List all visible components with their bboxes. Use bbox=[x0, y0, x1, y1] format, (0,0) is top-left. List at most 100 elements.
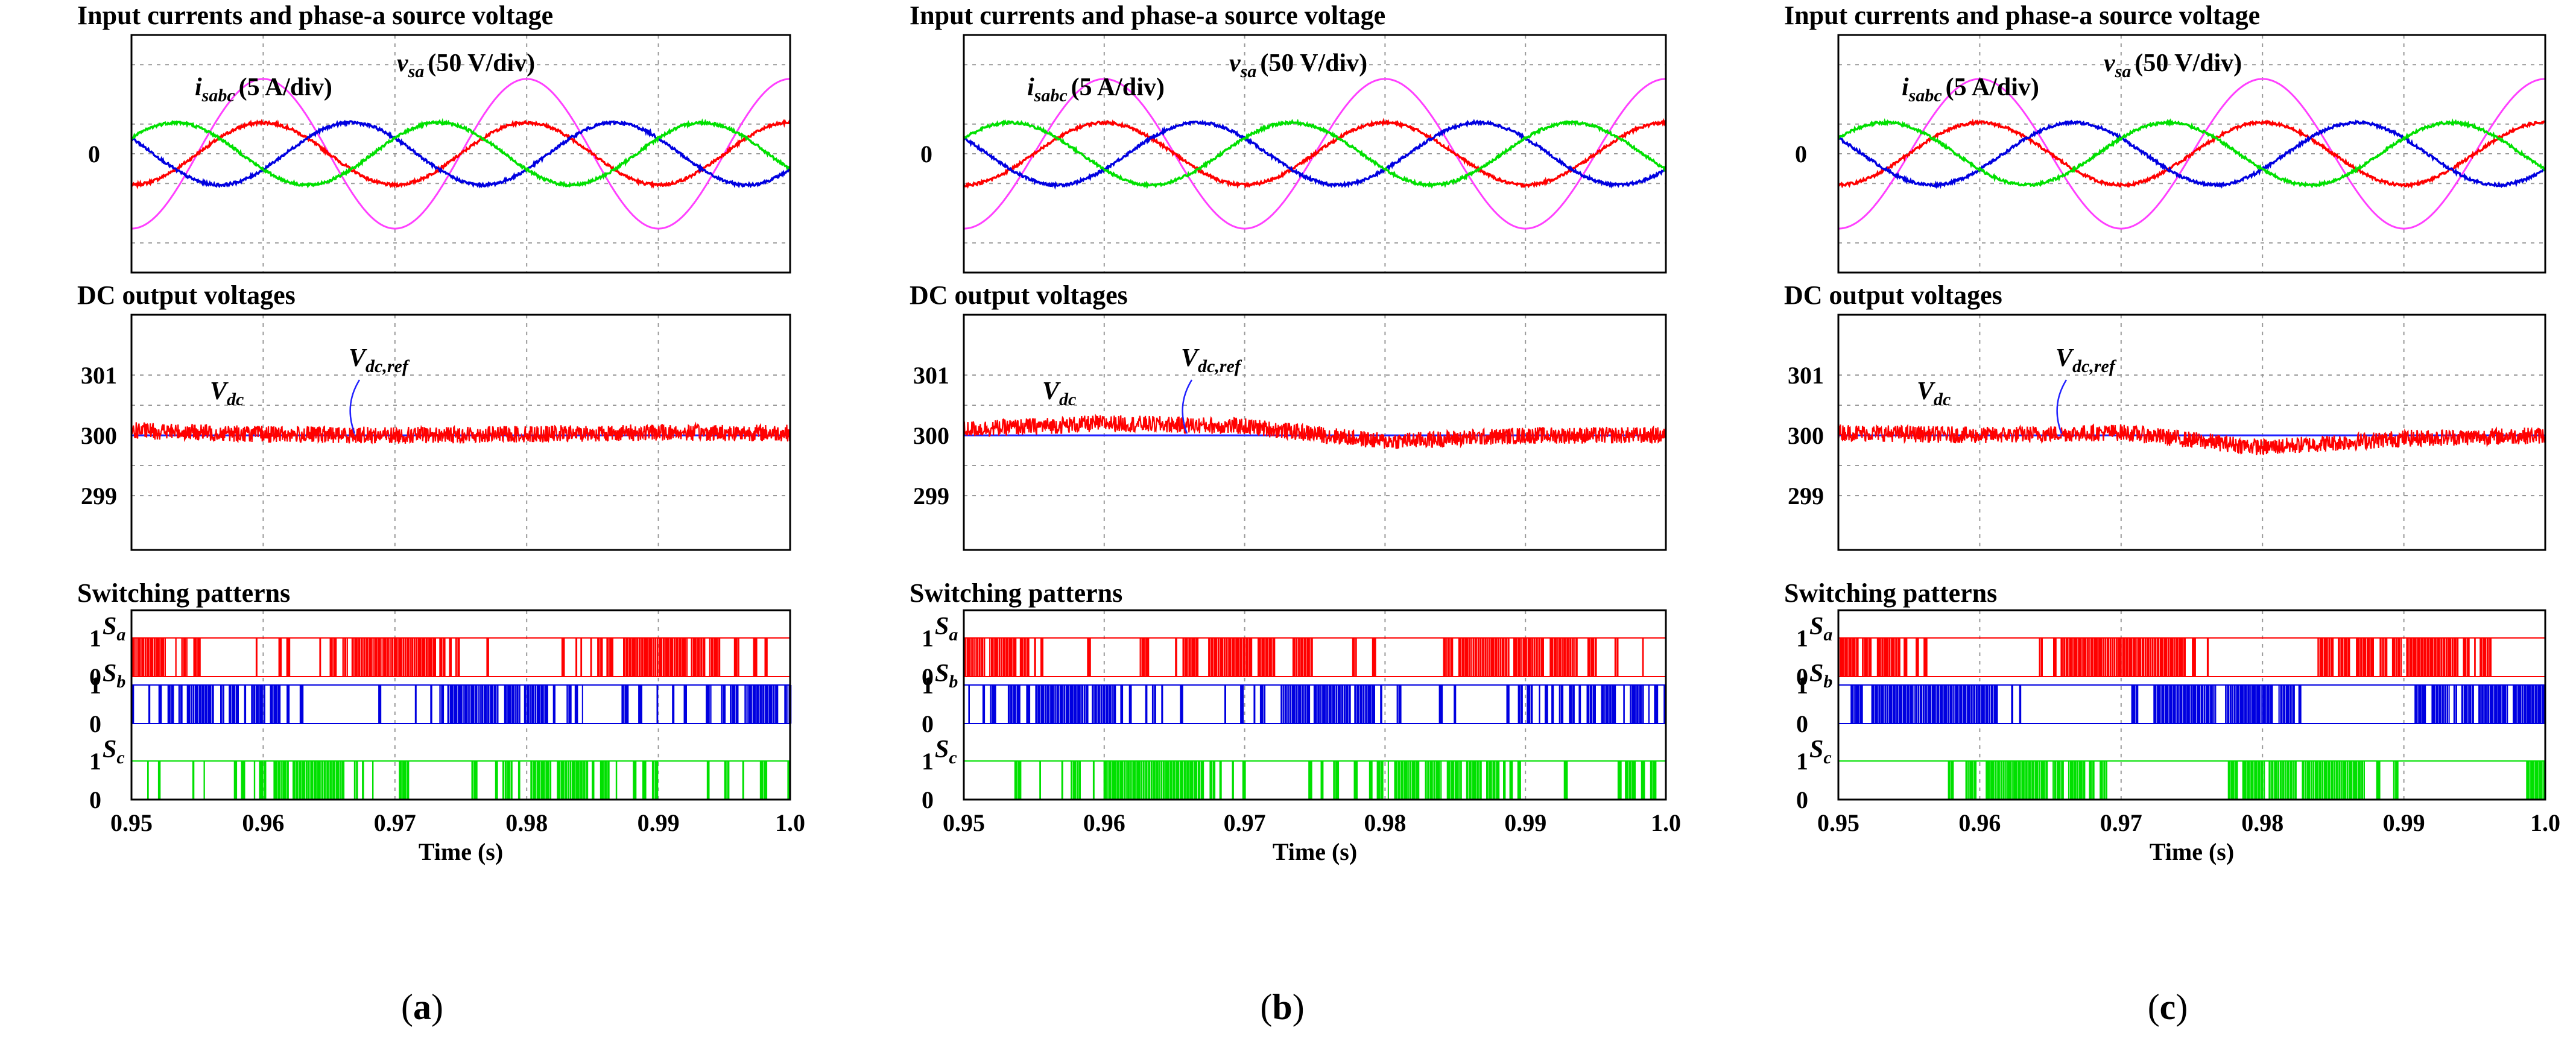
y-tick-label: 1 bbox=[922, 625, 934, 652]
dc-title: DC output voltages bbox=[910, 280, 1128, 310]
isabc-label: isabc (5 A/div) bbox=[195, 74, 332, 106]
vdc-ref-arrow bbox=[2056, 379, 2068, 434]
y-tick-label: 0 bbox=[89, 786, 101, 813]
current-ib-line bbox=[130, 119, 791, 189]
y-tick-label: 299 bbox=[913, 482, 949, 510]
x-axis-label: Time (s) bbox=[2150, 838, 2234, 865]
x-tick-label: 0.96 bbox=[242, 809, 284, 836]
y-tick-label: 299 bbox=[1788, 482, 1824, 510]
switching-label: Sc bbox=[1809, 736, 1832, 768]
y-tick-label: 300 bbox=[913, 422, 949, 449]
current-ia-line bbox=[130, 118, 791, 190]
switching-title: Switching patterns bbox=[910, 578, 1122, 608]
switching-label: Sa bbox=[935, 613, 958, 645]
dc-title: DC output voltages bbox=[77, 280, 296, 310]
currents-frame bbox=[1837, 34, 2546, 274]
current-ib-line bbox=[963, 119, 1667, 190]
switching-sc-signal-outline bbox=[963, 760, 1666, 800]
y-tick-label: 301 bbox=[913, 362, 949, 389]
currents-subplot: Input currents and phase-a source voltag… bbox=[1784, 1, 2546, 274]
switching-sa-signal bbox=[964, 638, 1644, 677]
vdc-ref-label: Vdc,ref bbox=[349, 344, 410, 376]
switching-label: Sa bbox=[103, 613, 125, 645]
current-ic-line bbox=[963, 118, 1667, 189]
currents-title: Input currents and phase-a source voltag… bbox=[77, 1, 553, 30]
y-tick-label: 301 bbox=[1788, 362, 1824, 389]
dc-frame bbox=[130, 314, 791, 551]
switching-sc-signal-outline bbox=[1838, 760, 2546, 800]
switching-label: Sb bbox=[935, 660, 958, 692]
switching-sa-signal bbox=[1838, 638, 2492, 677]
switching-label: Sc bbox=[935, 736, 957, 768]
y-tick-label: 0 bbox=[88, 140, 100, 168]
vdc-label: Vdc bbox=[1917, 377, 1951, 409]
switching-sc-signal bbox=[1014, 761, 1657, 800]
current-ia-line bbox=[1838, 118, 2546, 189]
current-ib-line bbox=[1838, 119, 2546, 189]
isabc-label: isabc (5 A/div) bbox=[1027, 74, 1165, 106]
y-tick-label: 0 bbox=[920, 140, 932, 168]
current-ic-line bbox=[131, 118, 791, 189]
vdc-ref-arrow bbox=[1182, 379, 1193, 434]
y-tick-label: 0 bbox=[1796, 710, 1808, 737]
y-tick-label: 1 bbox=[1796, 672, 1808, 699]
x-tick-label: 0.95 bbox=[943, 809, 985, 836]
y-tick-label: 0 bbox=[1795, 140, 1807, 168]
panel-caption: (b) bbox=[1260, 987, 1304, 1027]
currents-subplot: Input currents and phase-a source voltag… bbox=[77, 1, 791, 274]
x-tick-label: 0.95 bbox=[110, 809, 153, 836]
y-tick-label: 0 bbox=[922, 663, 934, 690]
vdc-line bbox=[1837, 423, 2546, 456]
x-tick-label: 0.97 bbox=[1224, 809, 1266, 836]
vsa-label: vsa (50 V/div) bbox=[2104, 49, 2242, 81]
y-tick-label: 1 bbox=[1796, 748, 1808, 775]
switching-label: Sa bbox=[1809, 613, 1832, 645]
panel-caption: (c) bbox=[2148, 987, 2188, 1027]
switching-label: Sb bbox=[1809, 660, 1832, 692]
switching-label: Sb bbox=[103, 660, 125, 692]
vdc-ref-label: Vdc,ref bbox=[1181, 344, 1242, 376]
switching-sc-signal-outline bbox=[131, 760, 791, 800]
y-tick-label: 1 bbox=[89, 748, 101, 775]
current-ic-line bbox=[1837, 118, 2546, 189]
dc-frame bbox=[1837, 314, 2546, 551]
current-ia-line bbox=[963, 118, 1667, 189]
y-tick-label: 1 bbox=[89, 625, 101, 652]
x-tick-label: 0.98 bbox=[2241, 809, 2283, 836]
currents-subplot: Input currents and phase-a source voltag… bbox=[910, 1, 1667, 274]
y-tick-label: 1 bbox=[89, 672, 101, 699]
y-tick-label: 1 bbox=[922, 748, 934, 775]
x-tick-label: 0.96 bbox=[1083, 809, 1125, 836]
isabc-label: isabc (5 A/div) bbox=[1902, 74, 2039, 106]
y-tick-label: 0 bbox=[1796, 786, 1808, 813]
switching-sb-signal bbox=[968, 685, 1666, 724]
x-axis-label: Time (s) bbox=[419, 838, 503, 865]
x-tick-label: 0.97 bbox=[2100, 809, 2142, 836]
x-tick-label: 1.0 bbox=[2530, 809, 2560, 836]
y-tick-label: 0 bbox=[922, 710, 934, 737]
dc-voltage-subplot: DC output voltages 301 300 299 Vdc Vdc,ref bbox=[1784, 280, 2546, 551]
x-tick-label: 0.99 bbox=[1504, 809, 1546, 836]
x-tick-label: 0.99 bbox=[638, 809, 680, 836]
dc-voltage-subplot: DC output voltages 301 300 299 Vdc Vdc,ref bbox=[77, 280, 791, 551]
y-tick-label: 0 bbox=[89, 663, 101, 690]
x-tick-label: 0.97 bbox=[374, 809, 416, 836]
switching-label: Sc bbox=[103, 736, 125, 768]
vsa-label: vsa (50 V/div) bbox=[397, 49, 535, 81]
y-tick-label: 299 bbox=[81, 482, 117, 510]
vdc-label: Vdc bbox=[210, 377, 244, 409]
panel-b: Input currents and phase-a source voltag… bbox=[910, 1, 1681, 1027]
currents-title: Input currents and phase-a source voltag… bbox=[1784, 1, 2260, 30]
vdc-label: Vdc bbox=[1042, 377, 1076, 409]
switching-frame bbox=[130, 609, 791, 801]
y-tick-label: 301 bbox=[81, 362, 117, 389]
vdc-ref-arrow bbox=[349, 379, 361, 434]
currents-frame bbox=[130, 34, 791, 274]
switching-sa-signal bbox=[131, 638, 768, 677]
switching-title: Switching patterns bbox=[77, 578, 290, 608]
dc-title: DC output voltages bbox=[1784, 280, 2002, 310]
y-tick-label: 0 bbox=[922, 786, 934, 813]
